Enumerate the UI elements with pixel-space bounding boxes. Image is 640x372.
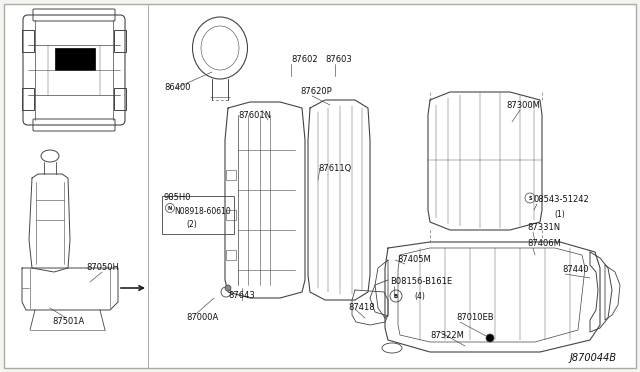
Text: 86400: 86400 (164, 83, 191, 93)
Bar (226, 170, 236, 180)
Circle shape (225, 285, 231, 291)
Text: 87643: 87643 (228, 292, 255, 301)
Text: 87603: 87603 (325, 55, 352, 64)
Bar (162, 196, 234, 234)
Text: 87050H: 87050H (86, 263, 119, 273)
Text: 87405M: 87405M (397, 256, 431, 264)
Bar (55, 48, 95, 70)
Text: 87418: 87418 (348, 304, 374, 312)
Bar (22, 30, 34, 52)
Text: N: N (168, 205, 172, 211)
Text: 87010EB: 87010EB (456, 314, 493, 323)
Text: (4): (4) (414, 292, 425, 301)
Text: 87322M: 87322M (430, 330, 464, 340)
Text: J870044B: J870044B (570, 353, 617, 363)
Text: (2): (2) (186, 219, 196, 228)
Bar (114, 88, 126, 110)
Text: 87602: 87602 (291, 55, 317, 64)
Text: 985H0: 985H0 (164, 193, 191, 202)
Text: B: B (394, 294, 398, 298)
Text: S: S (528, 196, 532, 201)
Bar (226, 210, 236, 220)
Text: N08918-60610: N08918-60610 (174, 208, 231, 217)
Bar (226, 250, 236, 260)
Text: 87611Q: 87611Q (318, 164, 351, 173)
Text: 87501A: 87501A (52, 317, 84, 327)
Text: (1): (1) (554, 211, 564, 219)
Text: 87406M: 87406M (527, 240, 561, 248)
Bar (114, 30, 126, 52)
Text: 08543-51242: 08543-51242 (534, 196, 589, 205)
Circle shape (486, 334, 494, 342)
Text: 87300M: 87300M (506, 102, 540, 110)
Bar (22, 88, 34, 110)
Text: 87620P: 87620P (300, 87, 332, 96)
Text: 87331N: 87331N (527, 224, 560, 232)
Text: 87601N: 87601N (238, 112, 271, 121)
Text: B08156-B161E: B08156-B161E (390, 278, 452, 286)
Text: 87000A: 87000A (186, 314, 218, 323)
Text: 87440: 87440 (562, 266, 589, 275)
